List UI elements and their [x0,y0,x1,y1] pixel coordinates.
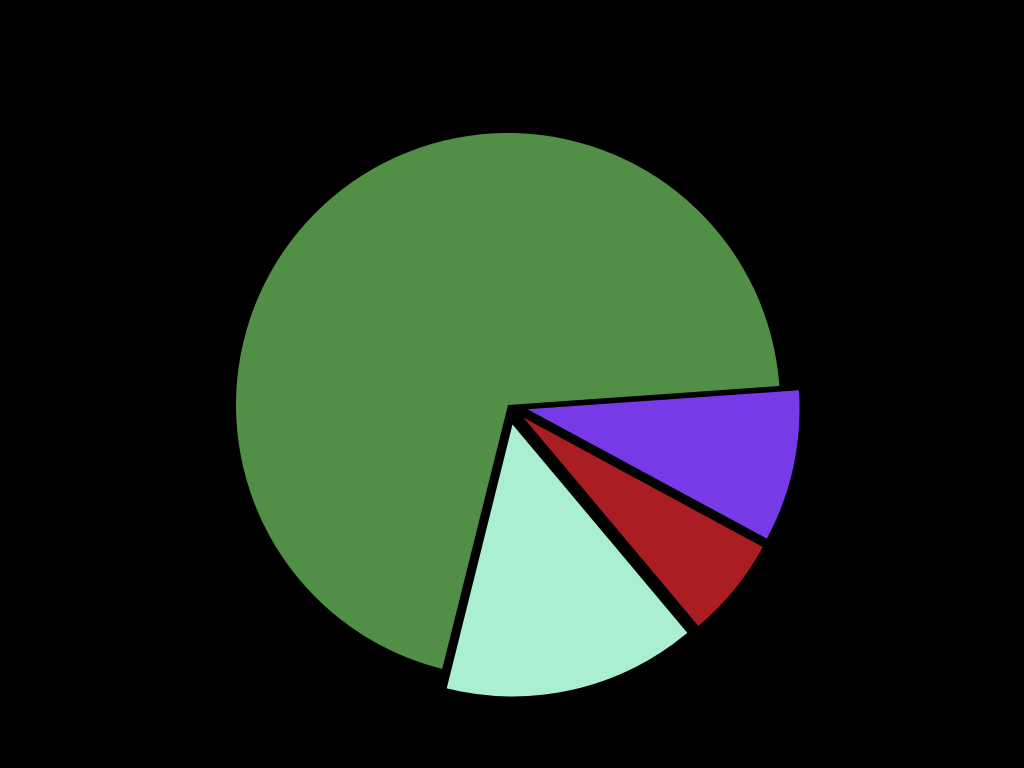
pie-slice-2 [446,424,688,697]
pie-slice-1 [236,132,780,669]
pie-slice-3 [523,417,763,626]
pie-slices [236,132,800,697]
pie-slice-4 [527,390,800,539]
